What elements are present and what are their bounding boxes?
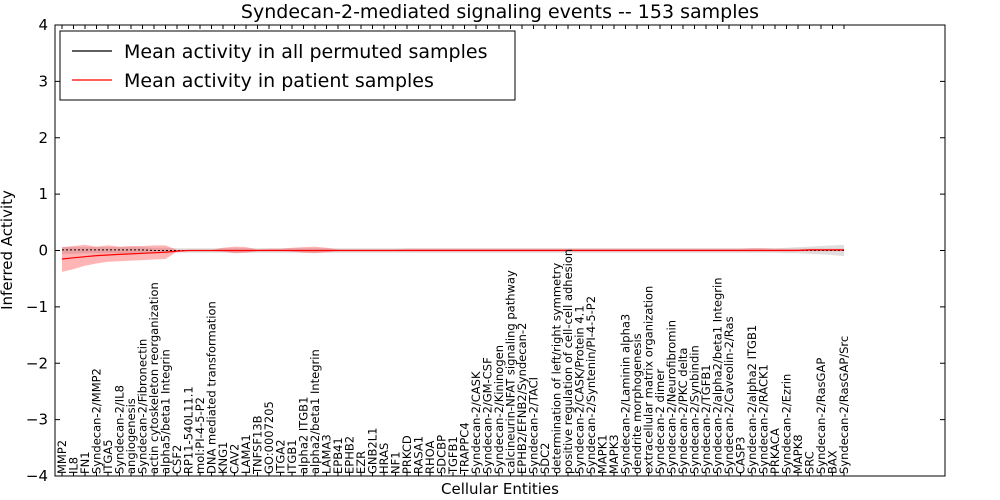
y-tick-label: −3: [26, 411, 48, 429]
x-tick-label: Syndecan-2/alpha2/beta1 Integrin: [711, 277, 725, 474]
x-tick-label: LAMA3: [320, 434, 334, 474]
x-tick-label: SRC: [803, 451, 817, 474]
x-tick-label: TGFB1: [446, 436, 460, 475]
x-tick-label: Syndecan-2/Synbindin: [688, 345, 702, 474]
x-tick-label: EPB41: [331, 437, 345, 474]
chart-title: Syndecan-2-mediated signaling events -- …: [241, 1, 759, 23]
x-tick-label: Syndecan-2/Laminin alpha3: [619, 314, 633, 474]
x-tick-label: extracellular matrix organization: [642, 286, 656, 474]
x-tick-label: Syndecan-2/Kininogen: [492, 345, 506, 474]
x-tick-label: Syndecan-2/Ezrin: [780, 374, 794, 474]
x-tick-label: IL8: [67, 457, 81, 474]
x-tick-label: dendrite morphogenesis: [630, 333, 644, 474]
y-tick-label: −2: [26, 354, 48, 372]
x-tick-label: mol:PI-4-5-P2: [193, 397, 207, 474]
x-tick-label: Syndecan-2/GM-CSF: [481, 357, 495, 474]
y-tick-label: 1: [38, 185, 48, 203]
x-axis-label: Cellular Entities: [441, 480, 559, 498]
x-tick-label: Syndecan-2 dimer: [653, 369, 667, 474]
x-tick-label: determination of left/right symmetry: [550, 263, 564, 474]
x-tick-label: EPHB2: [343, 436, 357, 474]
x-tick-label: alpha5/beta1 Integrin: [159, 349, 173, 474]
x-tick-label: MAPK1: [596, 434, 610, 474]
x-tick-label: FN1: [78, 451, 92, 474]
x-tick-label: Syndecan-2/TACI: [527, 377, 541, 474]
x-tick-label: Syndecan-2/CASK/Protein 4.1: [573, 305, 587, 474]
x-tick-label: PRKACA: [768, 428, 782, 474]
x-tick-label: GO:0007205: [262, 401, 276, 474]
x-tick-label: EZR: [354, 451, 368, 474]
y-tick-label: 4: [38, 16, 48, 34]
x-tick-label: EPHB2/EFNB2/Syndecan-2: [515, 323, 529, 474]
x-tick-label: ITGA2: [274, 439, 288, 474]
x-tick-label: GNB2L1: [366, 428, 380, 474]
x-tick-label: MAPK3: [607, 434, 621, 474]
x-tick-label: Syndecan-2/Neurofibromin: [665, 320, 679, 474]
x-tick-label: Syndecan-2/RasGAP/Src: [837, 336, 851, 474]
y-tick-label: 0: [38, 242, 48, 260]
y-axis-label: Inferred Activity: [0, 190, 16, 310]
x-tick-label: TNFSF13B: [251, 415, 265, 475]
y-tick-label: 2: [38, 129, 48, 147]
x-tick-label: Syndecan-2/PKC delta: [676, 348, 690, 474]
x-tick-label: ITGB1: [285, 439, 299, 474]
x-tick-label: MMP2: [55, 440, 69, 474]
legend-box: [59, 30, 516, 101]
x-tick-label: RASA1: [412, 436, 426, 474]
x-tick-label: Syndecan-2/RACK1: [757, 364, 771, 474]
x-tick-label: ITGA5: [101, 439, 115, 474]
x-tick-label: Syndecan-2/RasGAP: [814, 358, 828, 474]
series-lines: [61, 249, 844, 260]
x-tick-label: HRAS: [377, 443, 391, 474]
x-tick-label: RHOA: [423, 441, 437, 474]
x-tick-label: alpha2/beta1 Integrin: [308, 349, 322, 474]
legend: Mean activity in all permuted samples Me…: [59, 30, 516, 101]
x-tick-label: TRAPPC4: [458, 422, 472, 475]
x-tick-label: PRKCD: [400, 435, 414, 474]
x-tick-label: Syndecan-2/MMP2: [90, 368, 104, 474]
x-tick-label: KNG1: [216, 442, 230, 474]
x-tick-label: Syndecan-2/CASK: [469, 371, 483, 474]
y-tick-label: −1: [26, 298, 48, 316]
x-tick-label: calcineurin-NFAT signaling pathway: [504, 270, 518, 474]
x-tick-label: positive regulation of cell-cell adhesio…: [561, 249, 575, 474]
x-tick-label: LAMA1: [239, 434, 253, 474]
x-tick-label: CAV2: [228, 444, 242, 474]
x-tick-label: MAPK8: [791, 434, 805, 474]
x-tick-label: SDC2: [538, 442, 552, 474]
x-tick-label: BAX: [826, 450, 840, 474]
x-tick-label: Syndecan-2/Syntenin/PI-4-5-P2: [584, 296, 598, 474]
x-tick-label: Syndecan-2/alpha2 ITGB1: [745, 325, 759, 474]
axis-ticks: 4 3 2 1 0 −1 −2 −3 −4: [26, 16, 945, 485]
legend-label-permuted: Mean activity in all permuted samples: [124, 41, 487, 63]
x-tick-label: Syndecan-2/TGFB1: [699, 364, 713, 474]
y-tick-label: −4: [26, 467, 48, 485]
x-tick-label: RP11-540L11.1: [182, 386, 196, 474]
x-tick-label: angiogenesis: [124, 398, 138, 474]
x-tick-label: alpha2 ITGB1: [297, 397, 311, 474]
x-tick-label: Syndecan-2/Caveolin-2/Ras: [722, 316, 736, 474]
x-tick-label: CASP3: [734, 437, 748, 474]
plot-frame: [54, 24, 946, 477]
x-tick-label: DNA mediated transformation: [205, 301, 219, 474]
legend-label-patient: Mean activity in patient samples: [124, 70, 434, 92]
x-tick-label: Syndecan-2/IL8: [113, 385, 127, 474]
x-tick-label: actin cytoskeleton reorganization: [147, 282, 161, 474]
x-tick-labels: MMP2IL8FN1Syndecan-2/MMP2ITGA5Syndecan-2…: [55, 249, 851, 475]
x-tick-label: NF1: [389, 451, 403, 474]
x-tick-label: Syndecan-2/Fibronectin: [136, 339, 150, 474]
x-tick-label: CSF2: [170, 445, 184, 474]
line-patient: [61, 249, 844, 260]
x-tick-label: SDCBP: [435, 435, 449, 474]
y-tick-label: 3: [38, 72, 48, 90]
